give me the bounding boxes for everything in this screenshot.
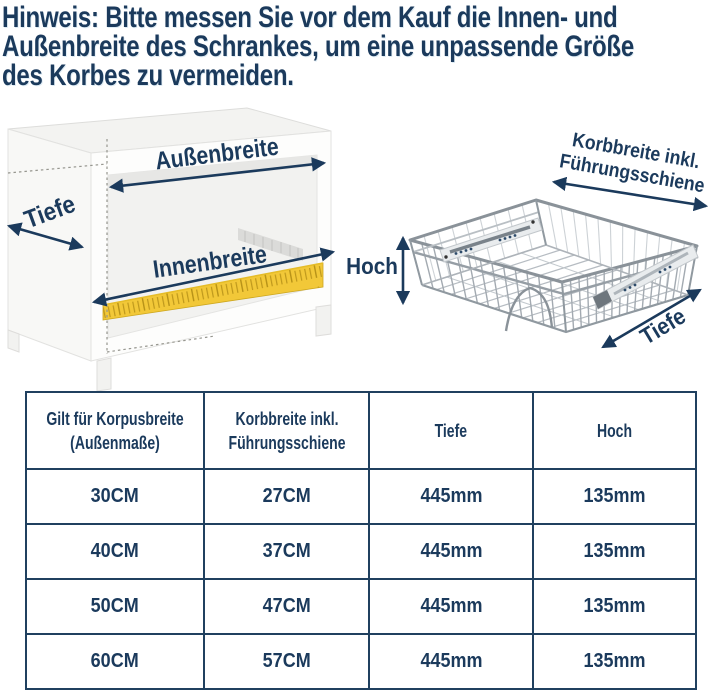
- table-cell: 135mm: [532, 633, 698, 690]
- korbbreite-arrow-icon: [551, 176, 709, 212]
- table-cell: 135mm: [532, 468, 698, 525]
- table-cell: 47CM: [203, 578, 371, 635]
- size-table: Gilt für Korpusbreite (Außenmaße) Korbbre…: [24, 391, 698, 690]
- basket-second-bar-back: [412, 211, 540, 253]
- table-row: 60CM 57CM 445mm 135mm: [24, 633, 698, 690]
- table-row: 30CM 27CM 445mm 135mm: [24, 468, 698, 525]
- table-header-cell: Korbbreite inkl. Führungsschiene: [203, 391, 371, 470]
- left-slide-rail: [439, 217, 543, 263]
- tiefe-basket-arrow-icon: [601, 288, 702, 349]
- table-header-cell: Tiefe: [368, 391, 535, 470]
- aussenbreite-arrow-icon: [108, 157, 327, 193]
- table-header-cell: Hoch: [532, 391, 698, 470]
- innenbreite-arrow-icon: [91, 247, 336, 307]
- table-cell: 60CM: [24, 633, 206, 690]
- basket-handle: [504, 286, 554, 332]
- table-cell: 40CM: [24, 523, 206, 580]
- table-cell: 57CM: [203, 633, 371, 690]
- table-cell: 30CM: [24, 468, 206, 525]
- table-header-row: Gilt für Korpusbreite (Außenmaße) Korbbre…: [24, 391, 698, 470]
- cabinet-leg: [96, 357, 112, 392]
- table-cell: 445mm: [368, 578, 535, 635]
- table-row: 50CM 47CM 445mm 135mm: [24, 578, 698, 635]
- table-header-cell: Gilt für Korpusbreite (Außenmaße): [24, 391, 206, 470]
- hoch-label: Hoch: [346, 253, 398, 279]
- table-cell: 27CM: [203, 468, 371, 525]
- table-cell: 135mm: [532, 523, 698, 580]
- dimension-arrows: [6, 157, 709, 349]
- cabinet-leg: [315, 304, 332, 337]
- measurement-diagram: [6, 107, 709, 392]
- notice-text: Hinweis: Bitte messen Sie vor dem Kauf d…: [2, 1, 720, 92]
- table-cell: 37CM: [203, 523, 371, 580]
- basket-illustration: [408, 198, 699, 334]
- notice-line-3: des Korbes zu vermeiden.: [2, 59, 294, 92]
- tiefe-cabinet-arrow-icon: [6, 222, 85, 251]
- notice-line-2: Außenbreite des Schrankes, um eine unpas…: [2, 30, 634, 63]
- table-row: 40CM 37CM 445mm 135mm: [24, 523, 698, 580]
- cabinet-leg: [7, 329, 20, 353]
- table-cell: 445mm: [368, 468, 535, 525]
- table-cell: 445mm: [368, 523, 535, 580]
- table-cell: 50CM: [24, 578, 206, 635]
- table-cell: 445mm: [368, 633, 535, 690]
- dashed-guide-lines: [7, 139, 216, 354]
- table-cell: 135mm: [532, 578, 698, 635]
- notice-line-1: Hinweis: Bitte messen Sie vor dem Kauf d…: [2, 1, 618, 34]
